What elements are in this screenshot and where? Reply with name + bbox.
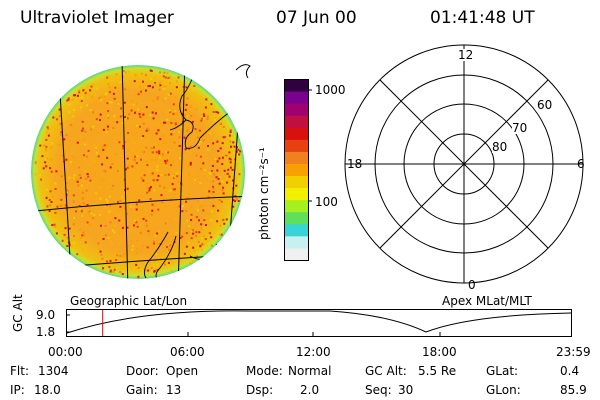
time-tick-1200: 12:00 [296, 345, 331, 359]
colorbar-band [284, 103, 309, 117]
colorbar-band [284, 212, 309, 225]
mlat-label-70: 70 [512, 121, 528, 135]
gain-label: Gain: [126, 383, 158, 397]
colorbar-band [284, 200, 309, 213]
gcalt-label: GC Alt: [365, 364, 407, 378]
ip-value: 18.0 [34, 383, 61, 397]
colorbar-band [284, 79, 309, 93]
altitude-plot [66, 309, 572, 337]
glat-value: 0.4 [560, 364, 580, 378]
colorbar-band [284, 236, 309, 250]
colorbar-tick-100: 100 [315, 195, 338, 209]
glon-label: GLon: [486, 383, 521, 397]
time-tick-2359: 23:59 [556, 345, 591, 359]
emission-speckles [34, 69, 242, 278]
colorbar-label: photon cm⁻²s⁻¹ [257, 147, 271, 240]
gcalt-value: 5.5 Re [418, 364, 457, 378]
colorbar-band [284, 224, 309, 237]
time-tick-1800: 18:00 [422, 345, 457, 359]
altitude-ylabel: GC Alt [11, 294, 25, 332]
door-value: Open [166, 364, 199, 378]
colorbar-tick-1000: 1000 [315, 83, 346, 97]
time-tick-0600: 06:00 [170, 345, 205, 359]
apex-caption: Apex MLat/MLT [442, 294, 532, 308]
mode-label: Mode: [246, 364, 283, 378]
colorbar-band [284, 91, 309, 105]
altitude-ytick-9: 9.0 [36, 308, 56, 322]
ip-label: IP: [10, 383, 25, 397]
geographic-caption: Geographic Lat/Lon [70, 294, 188, 308]
colorbar-band [284, 188, 309, 201]
glon-value: 85.9 [560, 383, 587, 397]
instrument-title: Ultraviolet Imager [20, 8, 174, 28]
altitude-curve [66, 310, 572, 334]
flt-label: Flt: [10, 364, 29, 378]
colorbar-band [284, 163, 309, 177]
mlt-label-6: 6 [577, 157, 585, 171]
mlt-label-0: 0 [468, 278, 476, 292]
polar-plot [344, 44, 584, 284]
mlat-label-80: 80 [492, 140, 508, 154]
time-label: 01:41:48 UT [430, 8, 535, 28]
earth-disk [31, 65, 245, 279]
dsp-value: 2.0 [300, 383, 320, 397]
mode-value: Normal [288, 364, 332, 378]
colorbar-band [284, 176, 309, 189]
mlt-label-12: 12 [458, 48, 474, 62]
date-label: 07 Jun 00 [276, 8, 357, 28]
glat-label: GLat: [486, 364, 519, 378]
colorbar-band [284, 115, 309, 129]
altitude-ytick-1.8: 1.8 [36, 325, 56, 339]
seq-value: 30 [398, 383, 414, 397]
seq-label: Seq: [365, 383, 392, 397]
colorbar-band [284, 127, 309, 141]
colorbar-band [284, 248, 309, 262]
door-label: Door: [126, 364, 159, 378]
colorbar-band [284, 151, 309, 165]
colorbar-band [284, 139, 309, 153]
time-tick-0000: 00:00 [48, 345, 83, 359]
dsp-label: Dsp: [246, 383, 274, 397]
gain-value: 13 [166, 383, 182, 397]
flt-value: 1304 [38, 364, 69, 378]
mlt-label-18: 18 [347, 157, 363, 171]
colorbar [284, 79, 312, 262]
mlat-label-60: 60 [537, 98, 553, 112]
coastline-fragment [235, 64, 251, 79]
